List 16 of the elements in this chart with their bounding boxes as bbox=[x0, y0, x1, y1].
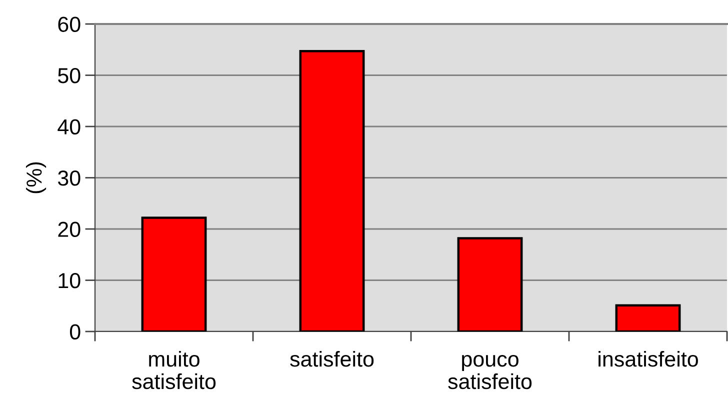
bar bbox=[457, 237, 523, 332]
y-tick-label: 20 bbox=[58, 222, 80, 238]
y-tick-label: 50 bbox=[58, 68, 80, 84]
y-tick-label: 0 bbox=[70, 324, 80, 340]
y-axis-title: (%) bbox=[26, 162, 46, 194]
bar bbox=[615, 304, 681, 332]
x-tick-label: insatisfeito bbox=[598, 350, 698, 367]
x-tick-label: pouco satisfeito bbox=[448, 354, 532, 390]
y-tick-label: 40 bbox=[58, 119, 80, 135]
x-tick-label: satisfeito bbox=[290, 350, 374, 367]
y-tick-label: 10 bbox=[58, 273, 80, 288]
y-tick-label: 30 bbox=[58, 170, 80, 186]
bar bbox=[299, 50, 365, 332]
y-tick-label: 60 bbox=[58, 16, 80, 32]
bar bbox=[141, 216, 207, 332]
x-tick-label: muito satisfeito bbox=[132, 350, 216, 390]
